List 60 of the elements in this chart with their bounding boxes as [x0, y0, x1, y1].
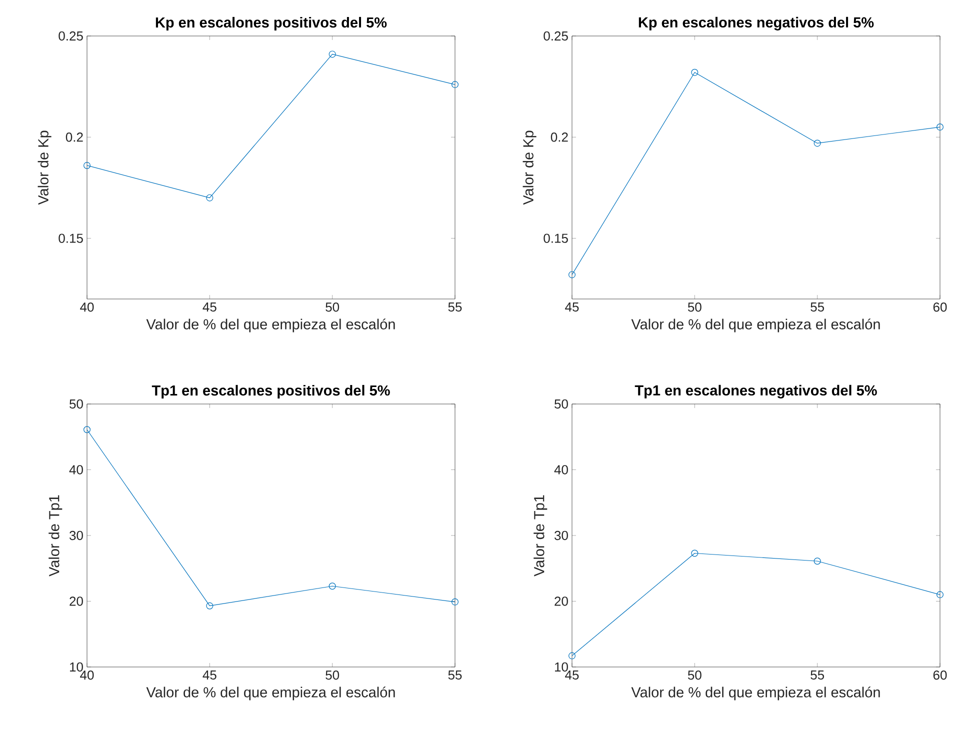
x-tick-label: 45 — [565, 302, 579, 312]
x-axis-title: Valor de % del que empieza el escalón — [631, 318, 880, 332]
point — [328, 50, 336, 58]
x-tick-label: 60 — [933, 670, 947, 680]
y-tick-label: 40 — [554, 465, 568, 474]
y-tick-label: 0.15 — [58, 234, 83, 243]
y-tick-label: 0.25 — [544, 31, 568, 41]
x-tick-label: 50 — [688, 302, 702, 312]
point — [452, 598, 459, 606]
x-tick-label: 45 — [565, 670, 579, 680]
x-tick-label: 60 — [933, 302, 947, 312]
y-tick-label: 0.2 — [550, 132, 568, 142]
y-axis-title: Valor de Tp1 — [534, 495, 548, 576]
x-tick-label: 40 — [80, 670, 94, 680]
x-tick-label: 55 — [448, 670, 462, 680]
y-tick-label: 40 — [69, 465, 83, 474]
point — [691, 550, 698, 557]
chart-title: Tp1 en escalones positivos del 5% — [152, 384, 390, 398]
y-axis-title: Valor de Kp — [38, 130, 52, 205]
y-axis-title: Valor de Kp — [522, 130, 536, 205]
y-tick-label: 10 — [555, 662, 568, 672]
point — [814, 140, 821, 147]
point — [328, 582, 336, 590]
y-tick-label: 20 — [554, 596, 568, 606]
point — [452, 81, 459, 88]
point — [814, 558, 821, 565]
point — [568, 271, 576, 278]
point — [936, 124, 944, 131]
x-tick-label: 55 — [810, 670, 824, 680]
point — [936, 591, 944, 598]
x-tick-label: 55 — [448, 302, 462, 312]
y-tick-label: 0.15 — [544, 234, 568, 243]
point — [206, 194, 214, 202]
x-tick-label: 45 — [202, 302, 216, 312]
y-tick-label: 30 — [554, 530, 568, 540]
chart-title: Kp en escalones negativos del 5% — [638, 16, 874, 30]
point — [206, 602, 214, 610]
y-tick-label: 0.25 — [58, 31, 83, 41]
x-tick-label: 40 — [80, 302, 94, 312]
x-axis-title: Valor de % del que empieza el escalón — [631, 686, 880, 700]
point — [84, 162, 91, 169]
x-tick-label: 50 — [688, 670, 702, 680]
x-tick-label: 50 — [326, 302, 340, 312]
chart-title: Tp1 en escalones negativos del 5% — [634, 384, 877, 398]
x-axis-title: Valor de % del que empieza el escalón — [146, 318, 395, 332]
y-tick-label: 30 — [70, 530, 83, 540]
point — [568, 652, 576, 660]
x-tick-label: 55 — [810, 302, 824, 312]
y-tick-label: 0.2 — [66, 132, 83, 142]
y-axis-title: Valor de Tp1 — [48, 495, 62, 576]
y-tick-label: 50 — [70, 399, 83, 409]
x-axis-title: Valor de % del que empieza el escalón — [146, 686, 395, 700]
y-tick-label: 20 — [70, 596, 83, 606]
x-tick-label: 45 — [202, 670, 216, 680]
point — [691, 68, 698, 76]
chart-title: Kp en escalones positivos del 5% — [156, 16, 387, 30]
y-tick-label: 10 — [70, 662, 83, 672]
y-tick-label: 50 — [554, 399, 568, 409]
x-tick-label: 50 — [326, 670, 340, 680]
point — [84, 426, 91, 434]
